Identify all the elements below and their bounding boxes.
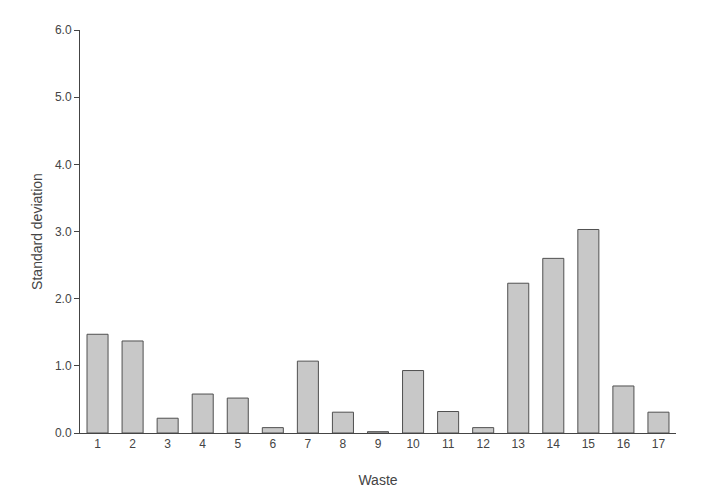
svg-text:3.0: 3.0 <box>55 225 72 239</box>
svg-text:17: 17 <box>652 437 666 451</box>
svg-text:2.0: 2.0 <box>55 292 72 306</box>
svg-text:12: 12 <box>477 437 491 451</box>
svg-text:14: 14 <box>547 437 561 451</box>
svg-text:Standard deviation: Standard deviation <box>29 173 45 290</box>
svg-text:13: 13 <box>512 437 526 451</box>
svg-text:16: 16 <box>617 437 631 451</box>
svg-text:10: 10 <box>406 437 420 451</box>
svg-text:1.0: 1.0 <box>55 359 72 373</box>
svg-text:11: 11 <box>442 437 455 451</box>
svg-text:4.0: 4.0 <box>55 158 72 172</box>
svg-text:Waste: Waste <box>358 472 397 488</box>
svg-text:5: 5 <box>234 437 241 451</box>
svg-text:2: 2 <box>129 437 136 451</box>
svg-text:15: 15 <box>582 437 596 451</box>
svg-text:4: 4 <box>199 437 206 451</box>
svg-text:6.0: 6.0 <box>55 23 72 37</box>
svg-text:8: 8 <box>340 437 347 451</box>
svg-text:5.0: 5.0 <box>55 90 72 104</box>
svg-text:9: 9 <box>375 437 382 451</box>
svg-text:0.0: 0.0 <box>55 426 72 440</box>
svg-text:6: 6 <box>269 437 276 451</box>
svg-text:7: 7 <box>305 437 312 451</box>
svg-text:1: 1 <box>94 437 101 451</box>
svg-text:3: 3 <box>164 437 171 451</box>
